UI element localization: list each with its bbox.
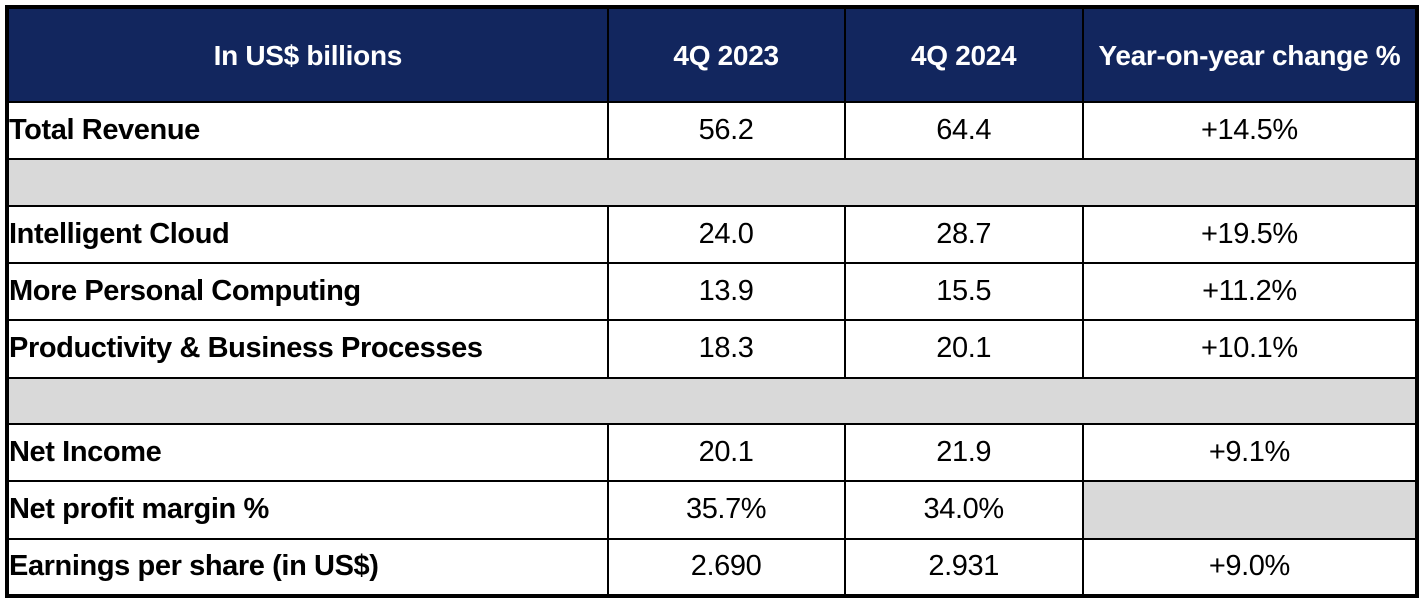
row-label: More Personal Computing xyxy=(6,261,609,322)
value-yoy: +9.0% xyxy=(1081,537,1419,598)
value-yoy: +11.2% xyxy=(1081,261,1419,322)
row-label: Productivity & Business Processes xyxy=(6,319,609,379)
table-row-productivity-business-processes: Productivity & Business Processes 18.3 2… xyxy=(6,319,1419,379)
value-4q2023: 20.1 xyxy=(606,422,846,483)
value-yoy: +10.1% xyxy=(1081,319,1419,379)
value-4q2024: 15.5 xyxy=(843,261,1084,322)
value-4q2024: 28.7 xyxy=(843,204,1084,264)
row-label: Total Revenue xyxy=(6,100,609,161)
header-metric-label: In US$ billions xyxy=(6,6,609,103)
value-4q2023: 35.7% xyxy=(606,480,846,540)
value-4q2024: 20.1 xyxy=(843,319,1084,379)
header-row: In US$ billions 4Q 2023 4Q 2024 Year-on-… xyxy=(6,6,1419,103)
value-4q2023: 13.9 xyxy=(606,261,846,322)
spacer-row xyxy=(5,376,1419,425)
row-label: Intelligent Cloud xyxy=(6,204,609,264)
spacer-cell xyxy=(5,158,1419,207)
financial-results-table: In US$ billions 4Q 2023 4Q 2024 Year-on-… xyxy=(5,5,1419,598)
value-4q2023: 2.690 xyxy=(606,537,846,598)
spacer-row xyxy=(5,158,1419,207)
header-4q2024: 4Q 2024 xyxy=(843,6,1084,103)
value-yoy-empty xyxy=(1081,480,1419,540)
table-row-earnings-per-share: Earnings per share (in US$) 2.690 2.931 … xyxy=(6,537,1419,598)
row-label: Net Income xyxy=(6,422,609,483)
value-4q2024: 64.4 xyxy=(843,100,1084,161)
table-row-more-personal-computing: More Personal Computing 13.9 15.5 +11.2% xyxy=(6,261,1419,322)
value-4q2024: 2.931 xyxy=(843,537,1084,598)
value-4q2023: 24.0 xyxy=(606,204,846,264)
value-4q2024: 34.0% xyxy=(843,480,1084,540)
header-yoy-change: Year-on-year change % xyxy=(1081,6,1419,103)
value-4q2023: 18.3 xyxy=(606,319,846,379)
table-row-total-revenue: Total Revenue 56.2 64.4 +14.5% xyxy=(6,100,1419,161)
value-4q2024: 21.9 xyxy=(843,422,1084,483)
value-yoy: +14.5% xyxy=(1081,100,1419,161)
row-label: Net profit margin % xyxy=(6,480,609,540)
value-yoy: +9.1% xyxy=(1081,422,1419,483)
table-row-net-income: Net Income 20.1 21.9 +9.1% xyxy=(6,422,1419,483)
value-yoy: +19.5% xyxy=(1081,204,1419,264)
spacer-cell xyxy=(5,376,1419,425)
table-row-intelligent-cloud: Intelligent Cloud 24.0 28.7 +19.5% xyxy=(6,204,1419,264)
value-4q2023: 56.2 xyxy=(606,100,846,161)
header-4q2023: 4Q 2023 xyxy=(606,6,846,103)
table-row-net-profit-margin: Net profit margin % 35.7% 34.0% xyxy=(6,480,1419,540)
row-label: Earnings per share (in US$) xyxy=(6,537,609,598)
